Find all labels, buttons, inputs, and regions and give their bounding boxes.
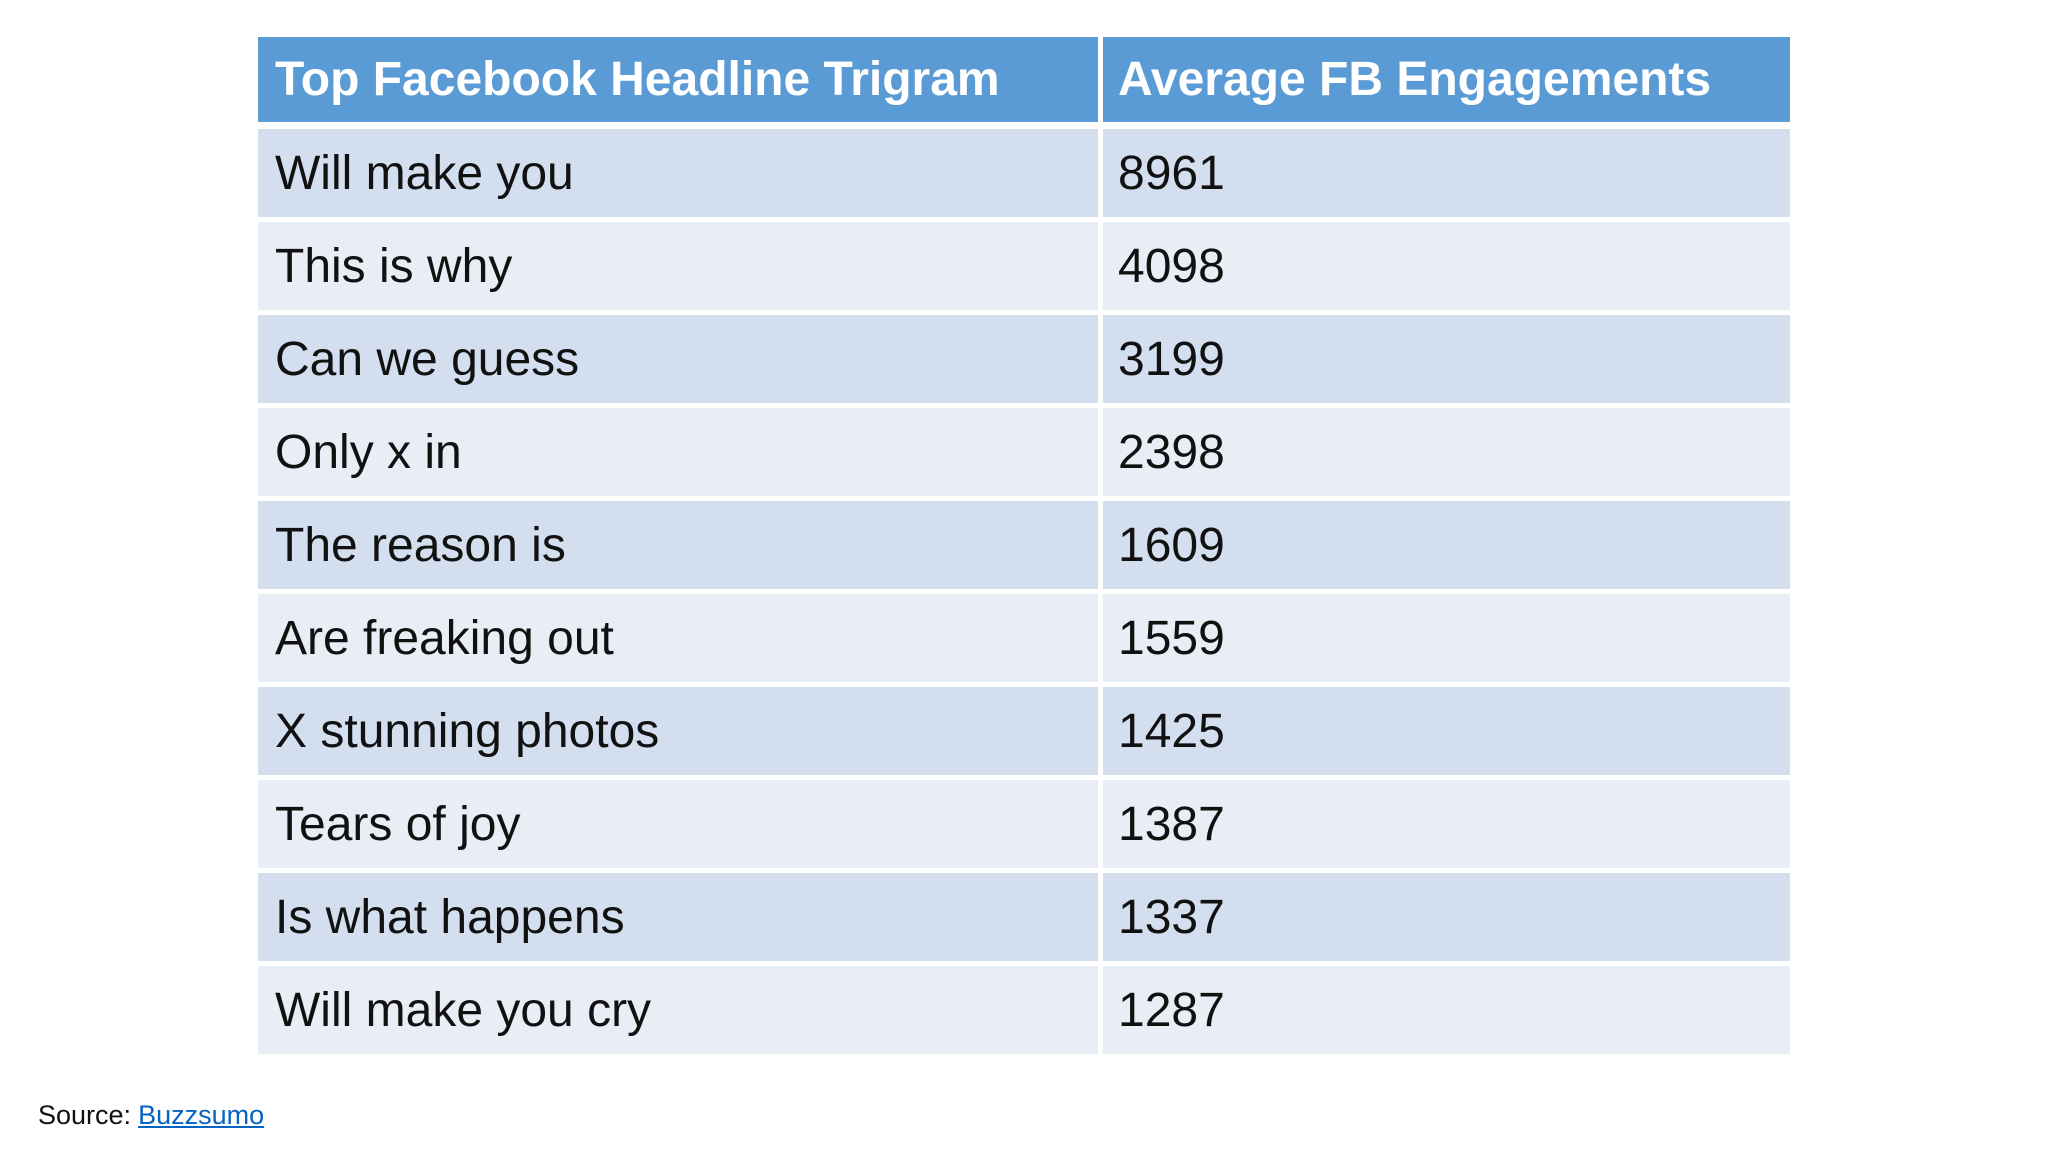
table-row: Are freaking out 1559 bbox=[258, 594, 1790, 687]
engagements-cell: 1559 bbox=[1103, 594, 1790, 687]
engagements-cell: 1337 bbox=[1103, 873, 1790, 966]
engagements-cell: 2398 bbox=[1103, 408, 1790, 501]
trigram-cell: This is why bbox=[258, 222, 1103, 315]
table-row: Only x in 2398 bbox=[258, 408, 1790, 501]
engagements-cell: 1609 bbox=[1103, 501, 1790, 594]
table-row: Can we guess 3199 bbox=[258, 315, 1790, 408]
table-row: Will make you cry 1287 bbox=[258, 966, 1790, 1059]
table-row: Will make you 8961 bbox=[258, 129, 1790, 222]
engagements-cell: 1387 bbox=[1103, 780, 1790, 873]
trigram-cell: Only x in bbox=[258, 408, 1103, 501]
column-header-engagements: Average FB Engagements bbox=[1103, 37, 1790, 129]
trigram-cell: The reason is bbox=[258, 501, 1103, 594]
trigram-cell: Will make you cry bbox=[258, 966, 1103, 1059]
table-row: X stunning photos 1425 bbox=[258, 687, 1790, 780]
header-row: Top Facebook Headline Trigram Average FB… bbox=[258, 37, 1790, 129]
source-link[interactable]: Buzzsumo bbox=[138, 1100, 265, 1130]
engagements-cell: 3199 bbox=[1103, 315, 1790, 408]
column-header-trigram: Top Facebook Headline Trigram bbox=[258, 37, 1103, 129]
trigram-cell: X stunning photos bbox=[258, 687, 1103, 780]
engagements-cell: 1425 bbox=[1103, 687, 1790, 780]
trigram-cell: Are freaking out bbox=[258, 594, 1103, 687]
trigram-cell: Tears of joy bbox=[258, 780, 1103, 873]
table-row: This is why 4098 bbox=[258, 222, 1790, 315]
source-line: Source: Buzzsumo bbox=[38, 1100, 264, 1131]
table-row: Tears of joy 1387 bbox=[258, 780, 1790, 873]
engagements-cell: 4098 bbox=[1103, 222, 1790, 315]
trigram-cell: Can we guess bbox=[258, 315, 1103, 408]
source-label: Source: bbox=[38, 1100, 132, 1130]
trigram-cell: Will make you bbox=[258, 129, 1103, 222]
trigram-table: Top Facebook Headline Trigram Average FB… bbox=[258, 37, 1790, 1059]
trigram-cell: Is what happens bbox=[258, 873, 1103, 966]
engagements-cell: 1287 bbox=[1103, 966, 1790, 1059]
table-row: The reason is 1609 bbox=[258, 501, 1790, 594]
engagements-cell: 8961 bbox=[1103, 129, 1790, 222]
table-row: Is what happens 1337 bbox=[258, 873, 1790, 966]
